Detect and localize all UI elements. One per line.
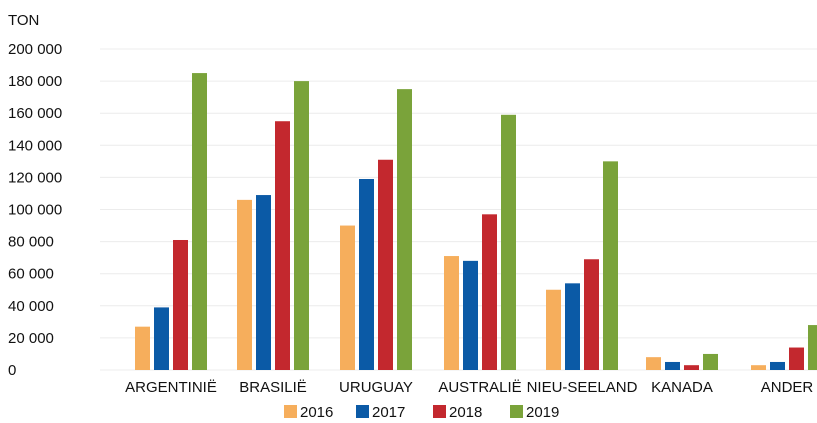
legend-label: 2017 (372, 404, 405, 421)
x-category-label: BRASILIË (239, 379, 307, 396)
x-category-label: URUGUAY (339, 379, 413, 396)
bar-2016 (340, 225, 355, 370)
bar-2018 (173, 239, 188, 370)
bar-2018 (684, 365, 699, 370)
bar-2019 (808, 325, 817, 370)
y-tick-label: 40 000 (8, 298, 54, 315)
bar-2016 (135, 326, 150, 370)
legend-swatch (356, 405, 369, 418)
y-tick-label: 100 000 (8, 202, 62, 219)
bar-2017 (256, 195, 271, 370)
bar-2019 (294, 81, 309, 370)
bar-2018 (584, 259, 599, 370)
y-tick-label: 120 000 (8, 169, 62, 186)
legend-label: 2016 (300, 404, 333, 421)
x-category-label: ANDER (761, 379, 814, 396)
y-tick-label: 140 000 (8, 137, 62, 154)
x-category-label: ARGENTINIË (125, 379, 217, 396)
legend-swatch (284, 405, 297, 418)
bars (135, 73, 817, 371)
bar-2017 (154, 307, 169, 370)
bar-2018 (275, 121, 290, 370)
bar-2019 (603, 161, 618, 370)
bar-2019 (192, 73, 207, 370)
bar-2019 (501, 114, 516, 371)
x-axis-labels: ARGENTINIË BRASILIË URUGUAY AUSTRALIË NIEU-S… (125, 379, 813, 396)
x-category-label: AUSTRALIË (438, 379, 521, 396)
y-tick-label: 60 000 (8, 266, 54, 283)
bar-2016 (444, 256, 459, 370)
legend-swatch (510, 405, 523, 418)
bar-2017 (359, 179, 374, 370)
bar-2019 (703, 353, 718, 370)
bar-2017 (463, 260, 478, 370)
gridlines (100, 48, 817, 371)
x-category-label: NIEU-SEELAND (527, 379, 638, 396)
y-tick-label: 80 000 (8, 234, 54, 251)
bar-2016 (546, 289, 561, 370)
bar-2019 (397, 89, 412, 370)
y-tick-label: 200 000 (8, 41, 62, 58)
y-tick-label: 160 000 (8, 105, 62, 122)
bar-2016 (237, 199, 252, 370)
legend-label: 2019 (526, 404, 559, 421)
bar-2017 (665, 361, 680, 370)
y-tick-label: 20 000 (8, 330, 54, 347)
y-axis-title: TON (8, 12, 39, 29)
legend-swatch (433, 405, 446, 418)
x-category-label: KANADA (651, 379, 713, 396)
bar-2018 (789, 347, 804, 370)
bar-2017 (565, 283, 580, 370)
y-axis-ticks: 0 20 000 40 000 60 000 80 000 100 000 120 000 1… (8, 41, 62, 379)
legend: 2016 2017 2018 2019 (284, 404, 559, 421)
bar-2018 (378, 159, 393, 370)
bar-2017 (770, 361, 785, 370)
bar-2018 (482, 214, 497, 370)
y-tick-label: 0 (8, 362, 16, 379)
bar-2016 (751, 365, 766, 370)
bar-2016 (646, 357, 661, 370)
y-tick-label: 180 000 (8, 73, 62, 90)
legend-label: 2018 (449, 404, 482, 421)
